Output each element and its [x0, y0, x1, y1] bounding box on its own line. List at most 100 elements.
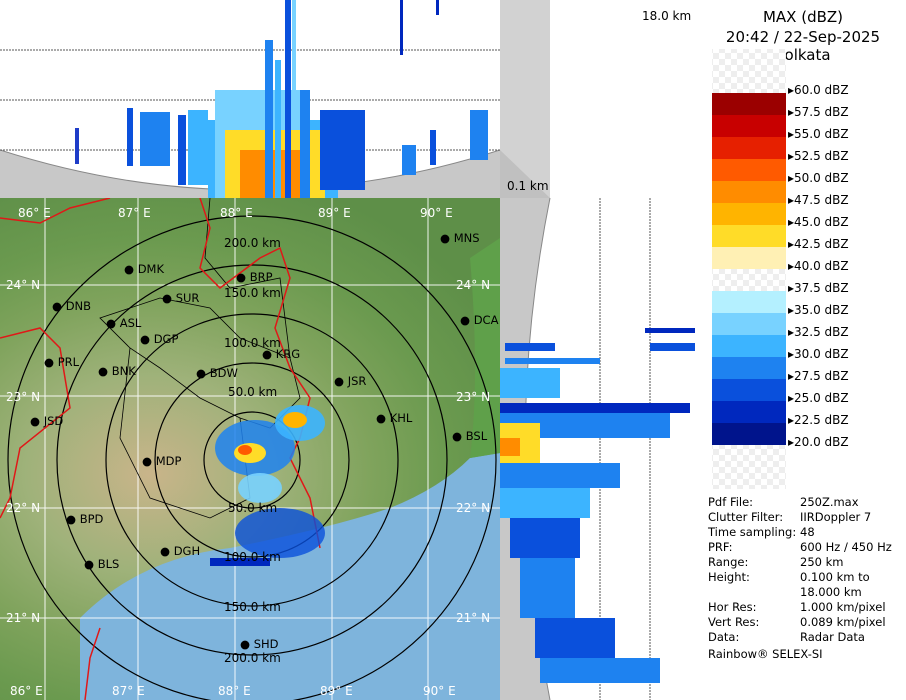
- city-bpd: ● BPD: [66, 512, 104, 526]
- radar-map-svg: [0, 198, 500, 700]
- legend-label: ▸22.5 dBZ: [788, 413, 849, 427]
- info-key: Vert Res:: [708, 615, 760, 629]
- lon-bottom-3: 89° E: [320, 684, 353, 698]
- info-key: Hor Res:: [708, 600, 757, 614]
- corner-panel: 18.0 km 0.1 km: [500, 0, 700, 198]
- info-value: Radar Data: [800, 630, 865, 644]
- legend-panel: MAX (dBZ) 20:42 / 22-Sep-2025 Kolkata ▸6…: [700, 0, 906, 700]
- product-title: MAX (dBZ): [762, 8, 844, 26]
- legend-label: ▸40.0 dBZ: [788, 259, 849, 273]
- legend-label: ▸30.0 dBZ: [788, 347, 849, 361]
- city-khl: ● KHL: [376, 411, 413, 425]
- city-shd: ● SHD: [240, 637, 279, 651]
- map-echoes: [210, 405, 325, 566]
- ring-label-150-s: 150.0 km: [224, 600, 281, 614]
- ring-label-150-n: 150.0 km: [224, 286, 281, 300]
- city-sur: ● SUR: [162, 291, 200, 305]
- city-mdp: ● MDP: [142, 454, 182, 468]
- legend-swatch: [712, 137, 786, 159]
- product-datetime: 20:42 / 22-Sep-2025: [725, 28, 881, 46]
- top-height-projection: [0, 0, 500, 198]
- legend-label: ▸35.0 dBZ: [788, 303, 849, 317]
- legend-label: ▸57.5 dBZ: [788, 105, 849, 119]
- legend-label: ▸32.5 dBZ: [788, 325, 849, 339]
- credit: Rainbow® SELEX-SI: [708, 647, 823, 661]
- ring-label-200-n: 200.0 km: [224, 236, 281, 250]
- lat-left-2: 22° N: [6, 501, 41, 515]
- legend-swatch: [712, 49, 786, 93]
- city-bdw: ● BDW: [196, 366, 238, 380]
- legend-swatch: [712, 181, 786, 203]
- legend-swatch: [712, 401, 786, 423]
- legend-label: ▸47.5 dBZ: [788, 193, 849, 207]
- city-mns: ● MNS: [440, 231, 480, 245]
- ring-label-100-s: 100.0 km: [224, 550, 281, 564]
- city-dmk: ● DMK: [124, 262, 165, 276]
- info-value: 0.100 km to: [800, 570, 870, 584]
- radar-map: 86° E 87° E 88° E 89° E 90° E 86° E 87° …: [0, 198, 500, 700]
- info-value: 250 km: [800, 555, 844, 569]
- info-key: Height:: [708, 570, 750, 584]
- top-echo-columns: [75, 0, 488, 198]
- lon-bottom-0: 86° E: [10, 684, 43, 698]
- info-value: 18.000 km: [800, 585, 862, 599]
- info-value: 0.089 km/pixel: [800, 615, 886, 629]
- legend-swatch: [712, 225, 786, 247]
- ring-label-200-s: 200.0 km: [224, 651, 281, 665]
- side-height-projection: [500, 198, 700, 700]
- ring-label-50-s: 50.0 km: [228, 501, 278, 515]
- city-dgp: ● DGP: [140, 332, 179, 346]
- legend-swatch: [712, 93, 786, 115]
- city-jsr: ● JSR: [334, 374, 367, 388]
- lon-top-2: 88° E: [220, 206, 253, 220]
- lat-right-0: 24° N: [456, 278, 491, 292]
- legend-swatch: [712, 115, 786, 137]
- lat-right-2: 22° N: [456, 501, 491, 515]
- lon-top-0: 86° E: [18, 206, 51, 220]
- legend-label: ▸60.0 dBZ: [788, 83, 849, 97]
- color-scale: ▸60.0 dBZ ▸57.5 dBZ ▸55.0 dBZ ▸52.5 dBZ ▸50.…: [712, 49, 892, 489]
- top-projection-svg: [0, 0, 500, 198]
- info-key: Range:: [708, 555, 749, 569]
- legend-label: ▸25.0 dBZ: [788, 391, 849, 405]
- lon-bottom-1: 87° E: [112, 684, 145, 698]
- legend-swatch: [712, 269, 786, 291]
- legend-swatch-below: [712, 445, 786, 489]
- legend-swatch: [712, 247, 786, 269]
- legend-swatch: [712, 335, 786, 357]
- city-brp: ● BRP: [236, 270, 273, 284]
- lon-top-3: 89° E: [318, 206, 351, 220]
- height-bottom-label: 0.1 km: [507, 179, 549, 193]
- legend-label: ▸50.0 dBZ: [788, 171, 849, 185]
- side-echo-bars: [500, 328, 695, 683]
- legend-label: ▸55.0 dBZ: [788, 127, 849, 141]
- info-value: IIRDoppler 7: [800, 510, 872, 524]
- ring-label-100-n: 100.0 km: [224, 336, 281, 350]
- info-key: Clutter Filter:: [708, 510, 784, 524]
- ring-label-50-n: 50.0 km: [228, 385, 278, 399]
- legend-swatch: [712, 423, 786, 445]
- legend-swatch: [712, 159, 786, 181]
- lat-left-1: 23° N: [6, 390, 41, 404]
- legend-label: ▸20.0 dBZ: [788, 435, 849, 449]
- city-asl: ● ASL: [106, 316, 142, 330]
- legend-label: ▸37.5 dBZ: [788, 281, 849, 295]
- legend-label: ▸45.0 dBZ: [788, 215, 849, 229]
- info-value: 48: [800, 525, 815, 539]
- lon-bottom-2: 88° E: [218, 684, 251, 698]
- height-top-label: 18.0 km: [642, 9, 692, 23]
- city-jsd: ● JSD: [30, 414, 64, 428]
- side-projection-svg: [500, 198, 695, 700]
- lon-top-1: 87° E: [118, 206, 151, 220]
- legend-swatch: [712, 291, 786, 313]
- city-dnb: ● DNB: [52, 299, 92, 313]
- legend-swatch: [712, 313, 786, 335]
- info-value: 600 Hz / 450 Hz: [800, 540, 892, 554]
- legend-swatch: [712, 203, 786, 225]
- lat-left-3: 21° N: [6, 611, 41, 625]
- legend-label: ▸42.5 dBZ: [788, 237, 849, 251]
- info-value: 250Z.max: [800, 495, 859, 509]
- city-krg: ● KRG: [262, 347, 301, 361]
- legend-swatch: [712, 357, 786, 379]
- info-key: PRF:: [708, 540, 733, 554]
